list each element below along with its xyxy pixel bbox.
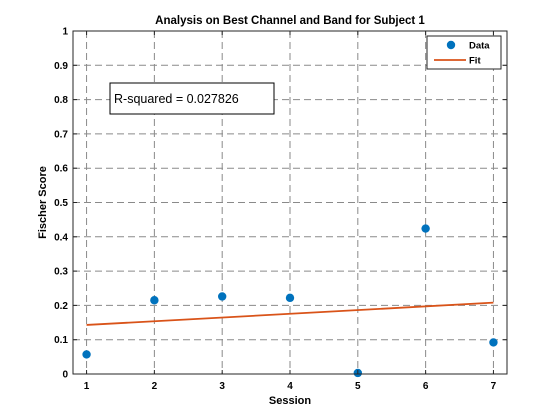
fit-line [86, 301, 494, 326]
legend-box [426, 35, 502, 70]
legend-data-label: Data [469, 41, 490, 52]
fit-series [86, 301, 494, 326]
y-tick-label: 0.2 [54, 301, 68, 312]
y-tick-label: 0.4 [54, 232, 68, 243]
x-tick-label: 5 [355, 381, 361, 392]
y-tick-label: 0.6 [54, 164, 68, 175]
y-tick-label: 0.7 [54, 129, 68, 140]
x-tick-label: 7 [491, 381, 497, 392]
y-tick-label: 0.5 [54, 198, 68, 209]
data-point [285, 293, 295, 303]
data-point [421, 224, 430, 233]
legend-data-marker [446, 40, 456, 50]
x-tick-label: 2 [152, 381, 158, 392]
data-point [150, 296, 159, 305]
x-axis-label: Session [269, 395, 311, 407]
x-tick-label: 6 [423, 381, 429, 392]
y-tick-label: 0.1 [54, 335, 68, 346]
y-axis-label: Fischer Score [37, 166, 49, 239]
y-tick-label: 0 [62, 370, 68, 381]
y-tick-label: 0.3 [54, 267, 68, 278]
annotation-box [109, 82, 275, 115]
data-point [217, 292, 227, 301]
x-tick-label: 1 [84, 381, 90, 392]
y-tick-labels: 0 0.1 0.2 0.3 0.4 0.5 0.6 0.7 0.8 0.9 1 [54, 27, 68, 381]
x-tick-labels: 1 2 3 4 5 6 7 [84, 381, 497, 392]
x-tick-label: 4 [287, 381, 293, 392]
axis-ticks [73, 30, 507, 375]
data-series [82, 224, 498, 378]
data-point [489, 338, 498, 347]
y-tick-label: 1 [62, 27, 68, 38]
y-tick-label: 0.9 [54, 61, 68, 72]
r-squared-annotation: R-squared = 0.027826 [109, 82, 275, 115]
data-point [82, 350, 91, 359]
y-tick-label: 0.8 [54, 95, 68, 106]
legend-fit-label: Fit [469, 56, 481, 67]
chart-title: Analysis on Best Channel and Band for Su… [155, 15, 425, 27]
annotation-text: R-squared = 0.027826 [114, 92, 239, 106]
x-tick-label: 3 [219, 381, 225, 392]
legend: Data Fit [426, 35, 502, 70]
